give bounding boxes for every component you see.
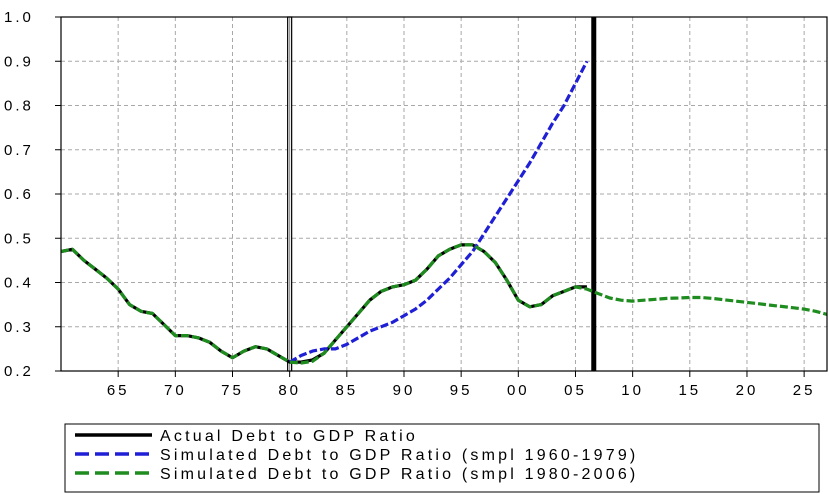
x-tick-label: 70 xyxy=(164,382,187,399)
x-tick-label: 65 xyxy=(107,382,130,399)
x-tick-label: 15 xyxy=(678,382,701,399)
y-tick-label: 0.9 xyxy=(4,53,34,70)
x-tick-label: 90 xyxy=(393,382,416,399)
x-tick-label: 95 xyxy=(450,382,473,399)
y-axis: 0.2 0.3 0.4 0.5 0.6 0.7 0.8 0.9 1.0 xyxy=(4,9,61,380)
series-line-1 xyxy=(60,243,587,364)
x-tick-label: 20 xyxy=(736,382,759,399)
x-tick-label: 00 xyxy=(507,382,530,399)
x-tick-label: 85 xyxy=(335,382,358,399)
series-line-3 xyxy=(60,243,828,365)
legend-label-2: Simulated Debt to GDP Ratio (smpl 1960-1… xyxy=(160,447,638,464)
y-tick-label: 0.6 xyxy=(4,186,34,203)
grid xyxy=(61,17,827,371)
y-tick-label: 0.7 xyxy=(4,142,34,159)
x-tick-label: 05 xyxy=(564,382,587,399)
legend-label-3: Simulated Debt to GDP Ratio (smpl 1980-2… xyxy=(160,466,638,483)
y-tick-label: 0.5 xyxy=(4,230,34,247)
series-line-2 xyxy=(288,60,589,364)
x-tick-label: 80 xyxy=(278,382,301,399)
y-tick-label: 0.4 xyxy=(4,275,34,292)
legend: Actual Debt to GDP Ratio Simulated Debt t… xyxy=(64,423,820,493)
legend-label-1: Actual Debt to GDP Ratio xyxy=(160,428,418,445)
y-tick-label: 0.3 xyxy=(4,319,34,336)
y-tick-label: 0.2 xyxy=(4,363,34,380)
x-tick-label: 10 xyxy=(621,382,644,399)
x-tick-label: 25 xyxy=(793,382,816,399)
x-tick-label: 75 xyxy=(221,382,244,399)
series-lines xyxy=(60,60,828,365)
y-tick-label: 0.8 xyxy=(4,98,34,115)
y-tick-label: 1.0 xyxy=(4,9,34,26)
legend-box xyxy=(64,423,820,493)
x-axis: 65 70 75 80 85 90 95 00 05 10 15 20 25 xyxy=(107,371,816,399)
